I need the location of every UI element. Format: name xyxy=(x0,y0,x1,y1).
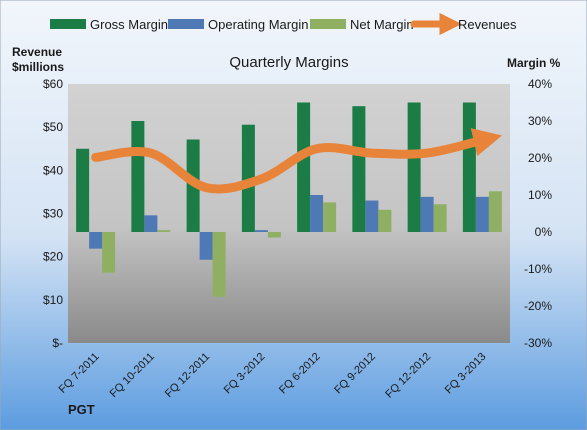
right-tick-label: 0% xyxy=(535,225,553,239)
left-axis-ticks: $- $10 $20 $30 $40 $50 $60 xyxy=(43,77,63,350)
bar-gross-margin xyxy=(131,121,145,232)
bar-net-margin xyxy=(323,202,337,232)
right-tick-label: 30% xyxy=(528,114,552,128)
source-label: PGT xyxy=(68,402,95,417)
legend-label-revenues: Revenues xyxy=(458,17,517,32)
bar-operating-margin xyxy=(254,230,268,232)
legend-swatch-net-margin xyxy=(310,19,346,29)
right-tick-label: 20% xyxy=(528,151,552,165)
right-tick-label: -30% xyxy=(524,336,552,350)
right-axis-ticks: -30% -20% -10% 0% 10% 20% 30% 40% xyxy=(524,77,552,350)
line-revenues xyxy=(91,128,503,194)
bar-net-margin xyxy=(267,232,281,238)
left-tick-label: $60 xyxy=(43,77,63,91)
bar-net-margin xyxy=(212,232,226,297)
right-tick-label: 40% xyxy=(528,77,552,91)
bar-operating-margin xyxy=(365,200,379,232)
legend-swatch-gross-margin xyxy=(50,19,86,29)
legend: Gross Margin Operating Margin Net Margin Re… xyxy=(50,12,517,36)
right-axis-title: Margin % xyxy=(507,56,561,70)
bar-gross-margin xyxy=(241,124,255,232)
bar-gross-margin xyxy=(76,148,90,232)
bar-net-margin xyxy=(102,232,116,273)
left-tick-label: $30 xyxy=(43,207,63,221)
left-tick-label: $40 xyxy=(43,163,63,177)
bars-layer xyxy=(76,102,502,297)
bar-net-margin xyxy=(488,191,502,232)
bar-operating-margin xyxy=(89,232,103,249)
bar-operating-margin xyxy=(310,195,324,232)
bar-gross-margin xyxy=(407,102,421,232)
left-tick-label: $50 xyxy=(43,120,63,134)
bar-gross-margin xyxy=(462,102,476,232)
bar-operating-margin xyxy=(144,215,158,232)
bar-operating-margin xyxy=(475,196,489,232)
legend-label-net-margin: Net Margin xyxy=(350,17,414,32)
left-tick-label: $20 xyxy=(43,250,63,264)
left-tick-label: $10 xyxy=(43,293,63,307)
left-tick-label: $- xyxy=(52,336,63,350)
bar-net-margin xyxy=(157,230,171,232)
bar-net-margin xyxy=(378,209,392,232)
chart-title: Quarterly Margins xyxy=(229,54,348,71)
right-tick-label: -10% xyxy=(524,262,552,276)
bar-operating-margin xyxy=(420,196,434,232)
line-layer xyxy=(91,128,503,194)
right-tick-label: 10% xyxy=(528,188,552,202)
bar-operating-margin xyxy=(199,232,213,260)
bar-gross-margin xyxy=(297,102,311,232)
bar-gross-margin xyxy=(352,106,366,232)
bar-net-margin xyxy=(433,204,447,232)
right-tick-label: -20% xyxy=(524,299,552,313)
legend-swatch-operating-margin xyxy=(168,19,204,29)
legend-label-gross-margin: Gross Margin xyxy=(90,17,168,32)
left-axis-title-line-2: $millions xyxy=(12,60,64,74)
left-axis-title-line-1: Revenue xyxy=(12,45,62,59)
legend-label-operating-margin: Operating Margin xyxy=(208,17,308,32)
